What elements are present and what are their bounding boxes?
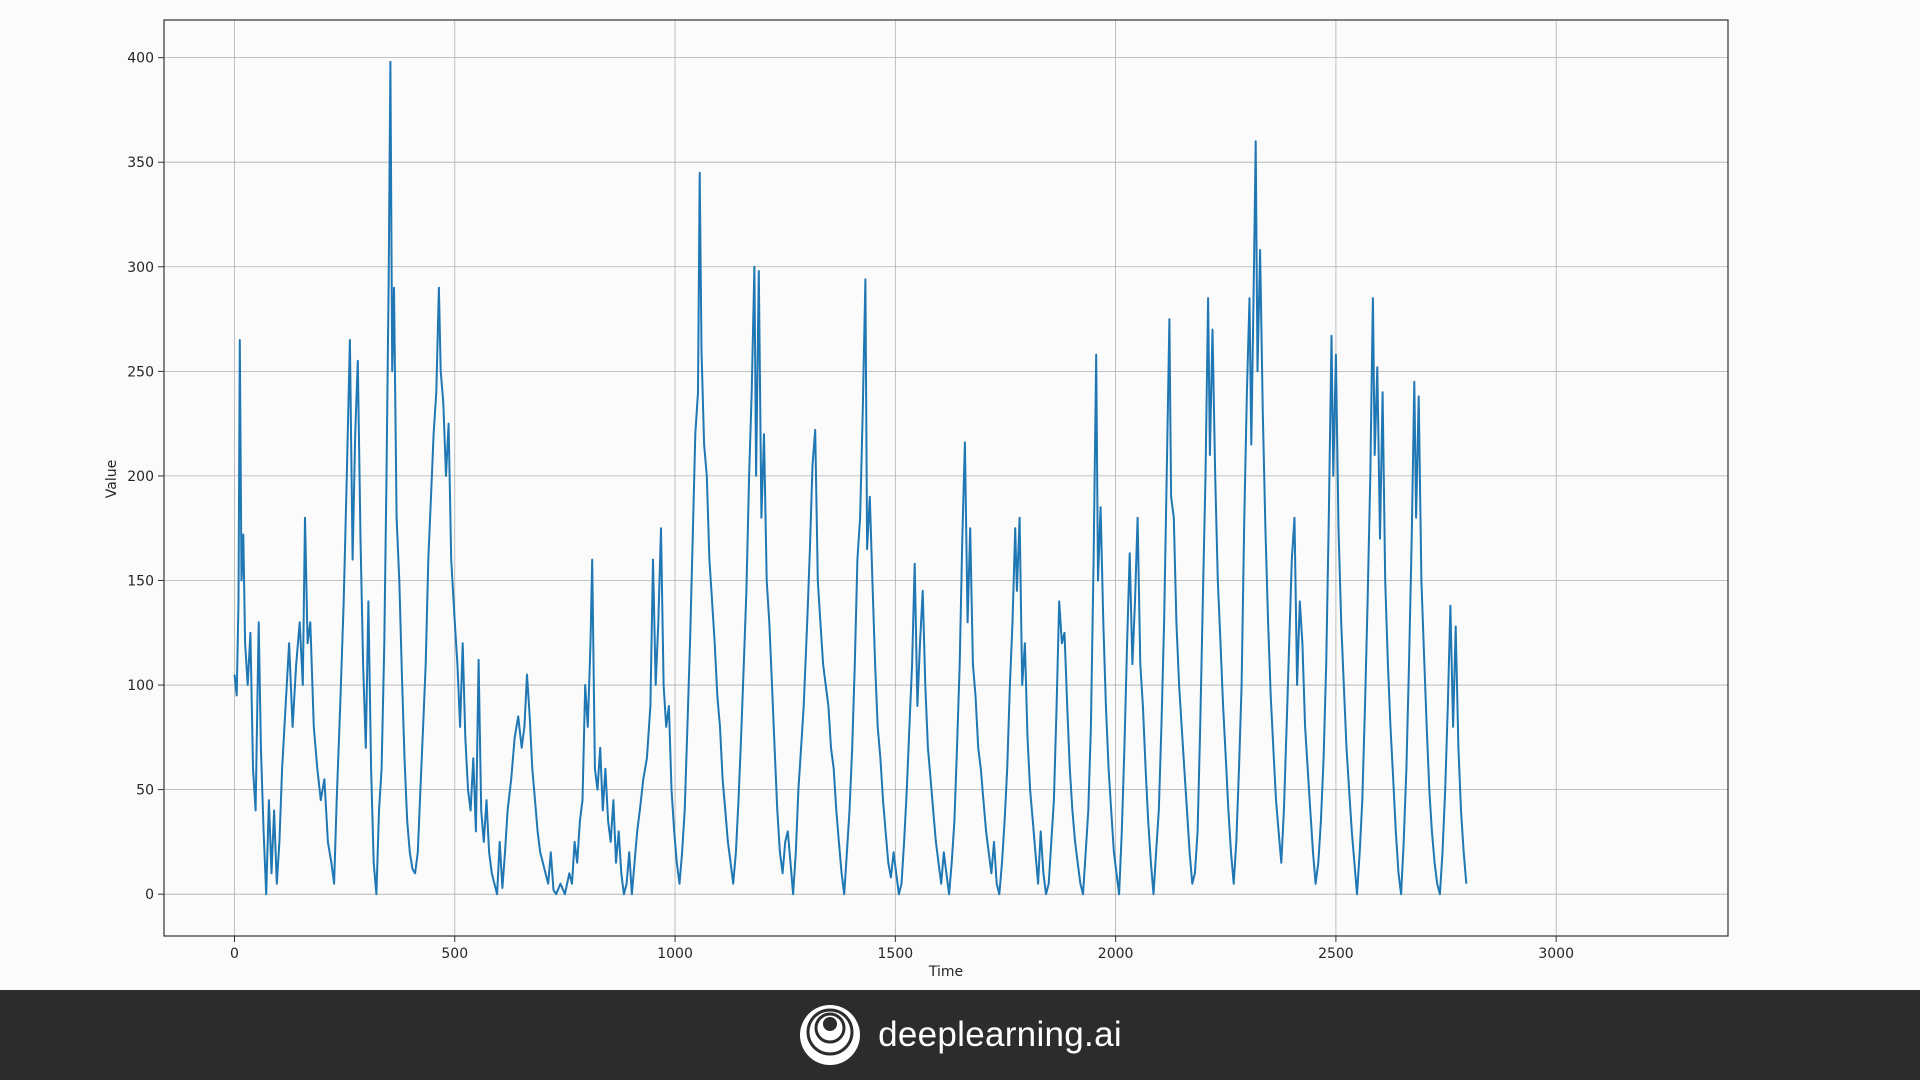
series-layer	[233, 60, 1468, 896]
series-line	[233, 60, 1468, 896]
y-tick-label: 100	[127, 678, 154, 694]
x-tick-label: 500	[441, 946, 468, 962]
brand-name: deeplearning.ai	[878, 1015, 1122, 1054]
y-tick-label: 0	[145, 887, 154, 903]
x-tick-label: 3000	[1538, 946, 1574, 962]
brand-lockup: deeplearning.ai	[798, 1003, 1122, 1067]
y-axis-ticks: 0 50 100 150 200 250 300 350 400	[127, 51, 164, 903]
x-axis-ticks: 0 500 1000 1500 2000 2500 3000	[230, 936, 1574, 962]
y-tick-label: 50	[136, 783, 154, 799]
y-tick-label: 250	[127, 364, 154, 380]
y-tick-label: 300	[127, 260, 154, 276]
x-tick-label: 1000	[657, 946, 693, 962]
grid-lines	[164, 20, 1728, 936]
x-axis-title: Time	[928, 964, 963, 980]
line-chart: 0 500 1000 1500 2000 2500 3000 0 50 100 150 200 250…	[0, 0, 1920, 990]
y-axis-title: Value	[104, 460, 120, 498]
chart-background	[0, 0, 1920, 990]
x-tick-label: 2500	[1318, 946, 1354, 962]
x-tick-label: 0	[230, 946, 239, 962]
y-tick-label: 200	[127, 469, 154, 485]
x-tick-label: 1500	[878, 946, 914, 962]
footer-bar: deeplearning.ai	[0, 990, 1920, 1080]
y-tick-label: 350	[127, 155, 154, 171]
y-tick-label: 150	[127, 573, 154, 589]
axes-frame	[163, 19, 1729, 937]
y-tick-label: 400	[127, 51, 154, 67]
deeplearning-logo-icon	[800, 1005, 861, 1065]
x-tick-label: 2000	[1098, 946, 1134, 962]
